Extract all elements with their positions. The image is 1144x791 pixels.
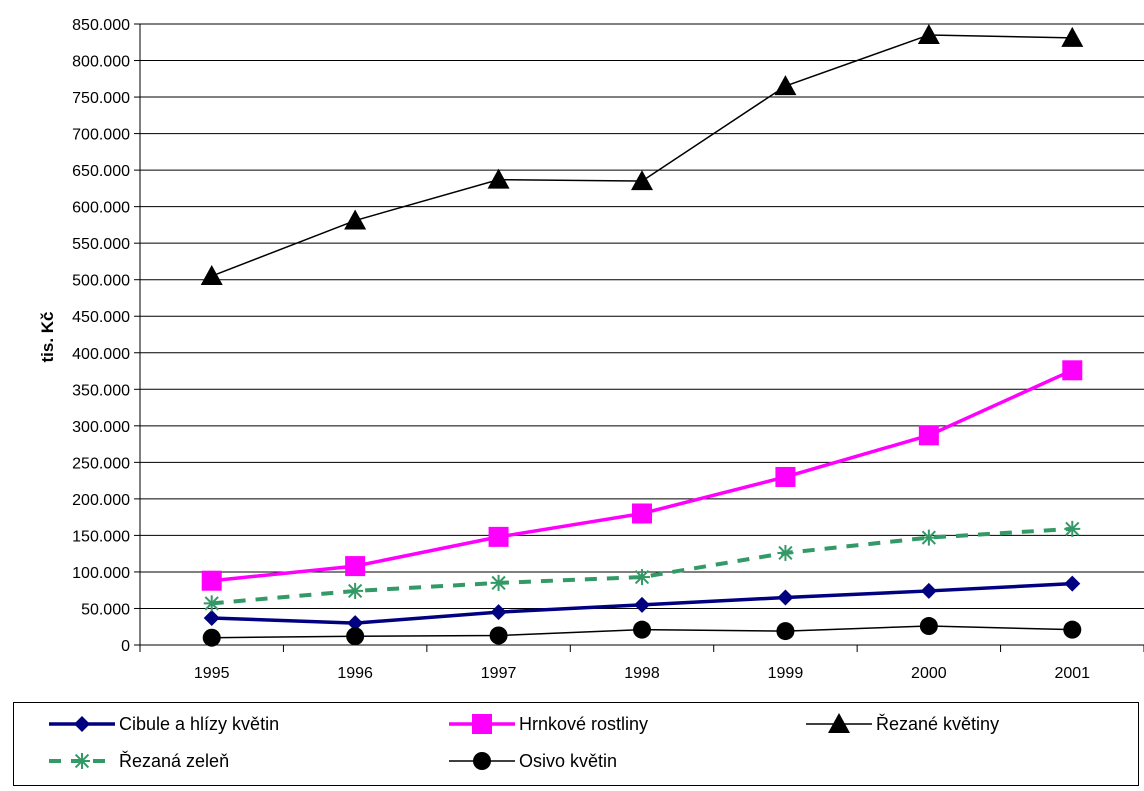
y-tick-label: 200.000 [72, 492, 130, 509]
legend-marker [472, 714, 492, 734]
series-line [211, 34, 1073, 277]
y-tick-label: 650.000 [72, 163, 130, 180]
legend-item-cibule: Cibule a hlízy květin [47, 710, 279, 738]
x-tick-label: 1996 [337, 665, 373, 682]
legend-item-osivo: Osivo květin [447, 747, 617, 775]
y-tick-label: 300.000 [72, 419, 130, 436]
y-tick-label: 0 [121, 638, 130, 655]
legend-label: Hrnkové rostliny [519, 713, 649, 734]
x-tick-label: 1997 [481, 665, 517, 682]
data-point [1062, 360, 1083, 381]
data-point [489, 626, 508, 645]
y-tick-label: 50.000 [81, 601, 130, 618]
x-tick-label: 1998 [624, 665, 660, 682]
data-point [919, 617, 938, 636]
legend-swatch-diamond [49, 716, 115, 732]
data-point [201, 570, 222, 591]
legend-item-rezane-kvetiny: Řezané květiny [804, 710, 999, 738]
x-tick-labels: 1995 1996 1997 1998 1999 2000 2001 [194, 665, 1090, 682]
legend-marker [473, 752, 491, 770]
data-point [633, 620, 651, 639]
y-tick-label: 150.000 [72, 528, 130, 545]
series-3 [203, 520, 1081, 612]
y-tick-label: 600.000 [72, 200, 130, 217]
legend-marker [74, 753, 90, 769]
data-point [487, 168, 510, 189]
data-point [920, 582, 937, 599]
data-point [920, 529, 937, 546]
axes [134, 23, 1144, 652]
data-point [918, 425, 939, 446]
data-point [488, 526, 509, 547]
x-tick-label: 1999 [768, 665, 804, 682]
data-point [775, 466, 796, 487]
legend-swatch-square [449, 714, 515, 734]
legend-swatch-asterisk [49, 753, 115, 769]
y-tick-label: 550.000 [72, 236, 130, 253]
data-point [777, 589, 794, 606]
data-point [634, 596, 650, 613]
data-point [347, 582, 364, 599]
data-point [202, 628, 221, 647]
data-point [200, 265, 223, 286]
legend-label: Řezané květiny [876, 713, 1000, 734]
data-point [203, 595, 220, 612]
legend-item-hrnkove: Hrnkové rostliny [447, 710, 648, 738]
x-tick-label: 2000 [911, 665, 947, 682]
data-point [347, 615, 364, 632]
legend-swatch-circle [449, 752, 515, 770]
legend-marker [828, 713, 850, 733]
y-tick-label: 400.000 [72, 346, 130, 363]
data-point [1064, 575, 1081, 592]
x-tick-label: 2001 [1054, 665, 1090, 682]
data-point [777, 544, 794, 561]
data-point [346, 627, 365, 646]
data-point [1063, 620, 1082, 639]
data-point [634, 569, 650, 586]
data-point [631, 170, 653, 191]
y-tick-label: 700.000 [72, 127, 130, 144]
legend-item-rezana-zelen: Řezaná zeleň [47, 747, 229, 775]
y-tick-labels: 0 50.000 100.000 150.000 200.000 250.000 300.0… [72, 17, 130, 655]
y-tick-label: 450.000 [72, 309, 130, 326]
data-point [1061, 26, 1084, 47]
series-line [211, 368, 1074, 583]
data-point [917, 23, 940, 44]
x-tick-label: 1995 [194, 665, 230, 682]
y-tick-label: 500.000 [72, 273, 130, 290]
y-axis-label: tis. Kč [38, 311, 57, 362]
data-point [776, 622, 795, 641]
data-point [490, 574, 507, 591]
y-tick-label: 850.000 [72, 17, 130, 34]
data-point [632, 503, 652, 524]
y-tick-label: 750.000 [72, 90, 130, 107]
data-point [774, 75, 797, 96]
y-tick-label: 350.000 [72, 382, 130, 399]
legend-marker [74, 716, 90, 732]
series-group [200, 23, 1084, 647]
series-4 [202, 617, 1082, 647]
line-chart: 0 50.000 100.000 150.000 200.000 250.000 300.0… [38, 17, 1144, 682]
series-1 [201, 360, 1083, 591]
y-tick-label: 800.000 [72, 54, 130, 71]
data-point [203, 609, 220, 626]
data-point [345, 556, 366, 577]
data-point [1064, 520, 1081, 537]
legend: Cibule a hlízy květin Hrnkové rostliny Ř… [13, 702, 1139, 786]
y-tick-label: 250.000 [72, 455, 130, 472]
data-point [490, 604, 507, 621]
y-tick-label: 100.000 [72, 565, 130, 582]
series-0 [203, 575, 1081, 632]
data-point [344, 209, 367, 230]
series-2 [200, 23, 1084, 286]
legend-label: Cibule a hlízy květin [119, 713, 280, 734]
legend-swatch-triangle [806, 713, 872, 733]
legend-label: Řezaná zeleň [119, 750, 230, 771]
legend-label: Osivo květin [519, 750, 618, 771]
